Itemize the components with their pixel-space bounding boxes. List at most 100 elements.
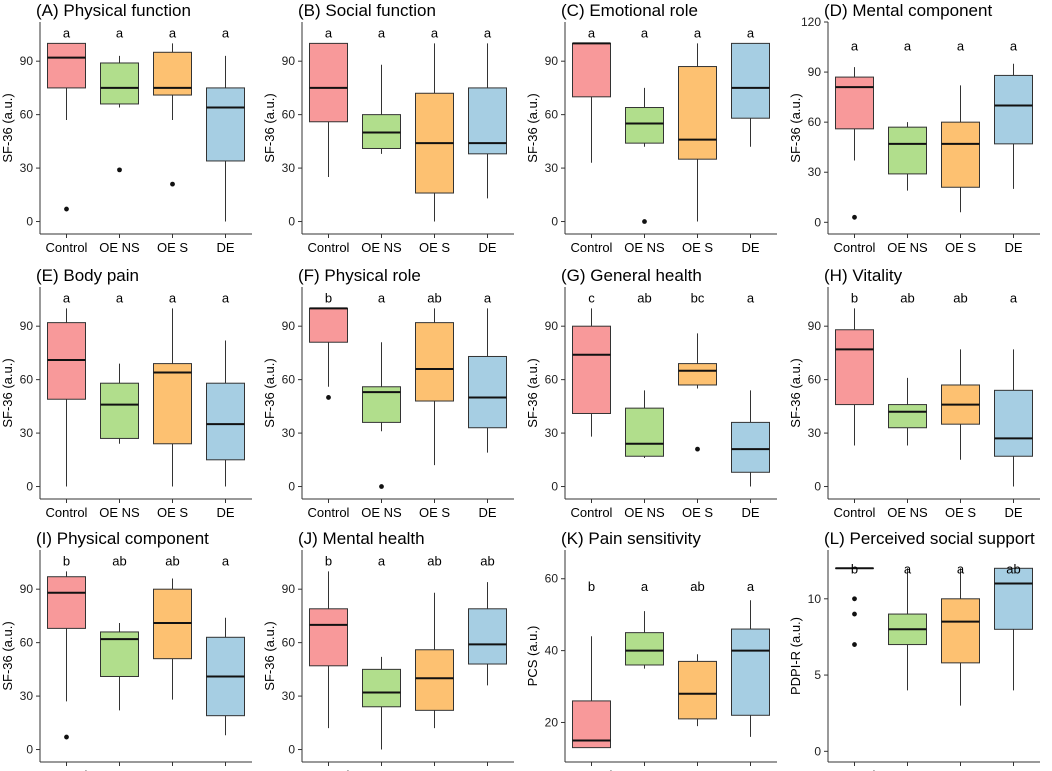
box-iqr — [309, 608, 348, 667]
x-tick-label: OE S — [419, 768, 450, 771]
box-iqr — [625, 107, 664, 144]
significance-letter: bc — [691, 291, 705, 306]
box-iqr — [994, 74, 1033, 145]
box-oe-s: OE S a — [941, 38, 980, 255]
significance-letter: a — [484, 291, 492, 306]
significance-letter: b — [63, 554, 70, 569]
box-iqr — [994, 567, 1033, 630]
box-iqr — [206, 382, 245, 461]
box-control: Control a — [571, 26, 613, 255]
x-tick-label: OE NS — [887, 768, 928, 771]
box-oe-s: OE S bc — [678, 291, 717, 520]
significance-letter: ab — [480, 554, 494, 569]
y-axis-label: SF-36 (a.u.) — [262, 621, 277, 690]
x-tick-label: Control — [308, 505, 350, 520]
significance-letter: a — [957, 38, 965, 53]
x-tick-label: DE — [1004, 768, 1022, 771]
box-iqr — [731, 42, 770, 119]
box-control: Control a — [308, 26, 350, 255]
significance-letter: a — [378, 291, 386, 306]
panel-b: (B) Social function SF-36 (a.u.) 0 30 60 90 Co… — [262, 1, 514, 255]
significance-letter: b — [325, 554, 332, 569]
box-oe-ns: OE NS ab — [624, 291, 665, 520]
box-iqr — [100, 62, 139, 105]
y-tick-label: 0 — [26, 215, 33, 229]
y-axis-label: SF-36 (a.u.) — [788, 93, 803, 162]
box-de: DE ab — [994, 561, 1033, 771]
x-tick-label: OE S — [419, 240, 450, 255]
x-tick-label: Control — [571, 505, 613, 520]
box-control: Control b — [46, 554, 88, 771]
significance-letter: a — [641, 26, 649, 41]
box-control: Control c — [571, 291, 613, 520]
x-tick-label: DE — [1004, 505, 1022, 520]
significance-letter: a — [588, 26, 596, 41]
significance-letter: a — [957, 561, 965, 576]
significance-letter: ab — [112, 554, 126, 569]
box-iqr — [625, 407, 664, 457]
significance-letter: a — [222, 554, 230, 569]
box-iqr — [572, 42, 611, 98]
outlier-point — [64, 206, 69, 212]
significance-letter: ab — [953, 291, 967, 306]
outlier-point — [852, 596, 857, 602]
significance-letter: a — [1010, 38, 1018, 53]
box-oe-ns: OE NS a — [99, 291, 140, 520]
y-axis-label: PCS (a.u.) — [525, 626, 540, 687]
x-tick-label: DE — [216, 505, 234, 520]
significance-letter: a — [222, 291, 230, 306]
y-tick-label: 90 — [282, 54, 296, 68]
significance-letter: a — [641, 579, 649, 594]
significance-letter: c — [588, 291, 595, 306]
y-tick-label: 0 — [551, 215, 558, 229]
significance-letter: a — [169, 291, 177, 306]
y-tick-label: 30 — [282, 161, 296, 175]
x-tick-label: Control — [571, 768, 613, 771]
panel-g: (G) General health SF-36 (a.u.) 0 30 60 90 Con… — [525, 266, 777, 520]
panel-c: (C) Emotional role SF-36 (a.u.) 0 30 60 90 Con… — [525, 1, 777, 255]
x-tick-label: Control — [834, 768, 876, 771]
outlier-point — [695, 446, 700, 452]
panel-d: (D) Mental component SF-36 (a.u.) 0 30 60 90 1… — [788, 1, 1040, 255]
significance-letter: ab — [165, 554, 179, 569]
box-iqr — [153, 363, 192, 445]
significance-letter: a — [484, 26, 492, 41]
y-tick-label: 90 — [20, 319, 34, 333]
y-tick-label: 30 — [20, 161, 34, 175]
panel-title: (F) Physical role — [298, 266, 421, 285]
significance-letter: ab — [427, 554, 441, 569]
box-oe-s: OE S ab — [941, 291, 980, 520]
y-tick-label: 10 — [808, 592, 822, 606]
box-control: Control b — [571, 579, 613, 771]
y-axis-label: SF-36 (a.u.) — [0, 93, 15, 162]
box-control: Control b — [834, 561, 876, 771]
box-control: Control b — [308, 554, 350, 771]
x-tick-label: OE NS — [887, 505, 928, 520]
box-de: DE a — [206, 554, 245, 771]
panel-k: (K) Pain sensitivity PCS (a.u.) 20 40 60 Cont… — [525, 529, 777, 771]
panel-title: (H) Vitality — [824, 266, 903, 285]
panel-j: (J) Mental health SF-36 (a.u.) 0 30 60 90 Cont… — [262, 529, 514, 771]
x-tick-label: OE NS — [887, 240, 928, 255]
y-tick-label: 0 — [26, 480, 33, 494]
x-tick-label: Control — [571, 240, 613, 255]
significance-letter: ab — [427, 291, 441, 306]
significance-letter: a — [747, 291, 755, 306]
box-iqr — [47, 42, 86, 89]
significance-letter: ab — [637, 291, 651, 306]
y-tick-label: 60 — [282, 636, 296, 650]
y-tick-label: 60 — [282, 373, 296, 387]
box-control: Control b — [308, 291, 350, 520]
y-tick-label: 60 — [20, 373, 34, 387]
outlier-point — [852, 642, 857, 647]
y-tick-label: 90 — [20, 582, 34, 596]
significance-letter: a — [116, 291, 124, 306]
box-iqr — [994, 389, 1033, 457]
significance-letter: a — [378, 26, 386, 41]
y-tick-label: 60 — [545, 373, 559, 387]
y-axis-label: PDPI-R (a.u.) — [788, 617, 803, 695]
outlier-point — [852, 611, 857, 617]
y-tick-label: 60 — [20, 636, 34, 650]
x-tick-label: Control — [46, 505, 88, 520]
